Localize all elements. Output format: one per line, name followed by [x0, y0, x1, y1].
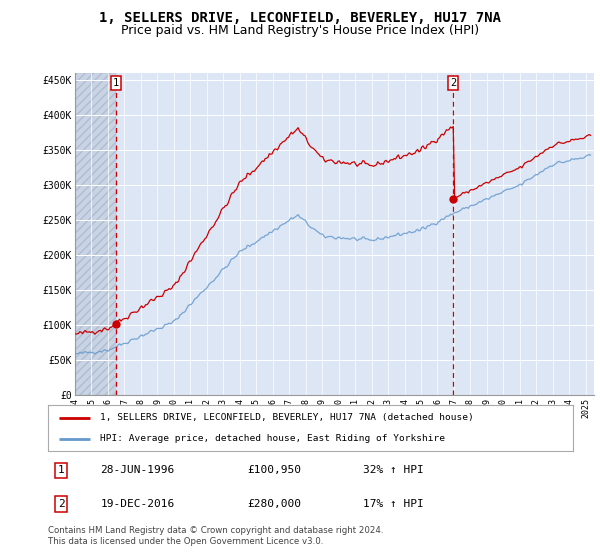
Bar: [75, 73, 116, 395]
Text: Price paid vs. HM Land Registry's House Price Index (HPI): Price paid vs. HM Land Registry's House …: [121, 24, 479, 36]
Text: 1, SELLERS DRIVE, LECONFIELD, BEVERLEY, HU17 7NA: 1, SELLERS DRIVE, LECONFIELD, BEVERLEY, …: [99, 11, 501, 25]
Text: Contains HM Land Registry data © Crown copyright and database right 2024.
This d: Contains HM Land Registry data © Crown c…: [48, 526, 383, 546]
Text: 2: 2: [58, 499, 65, 509]
Text: £100,950: £100,950: [248, 465, 302, 475]
Text: 17% ↑ HPI: 17% ↑ HPI: [363, 499, 424, 509]
Text: 1: 1: [58, 465, 65, 475]
Text: 28-JUN-1996: 28-JUN-1996: [101, 465, 175, 475]
Text: 1, SELLERS DRIVE, LECONFIELD, BEVERLEY, HU17 7NA (detached house): 1, SELLERS DRIVE, LECONFIELD, BEVERLEY, …: [101, 413, 474, 422]
Text: HPI: Average price, detached house, East Riding of Yorkshire: HPI: Average price, detached house, East…: [101, 435, 445, 444]
Text: 19-DEC-2016: 19-DEC-2016: [101, 499, 175, 509]
Text: 2: 2: [450, 78, 457, 87]
Text: 1: 1: [113, 78, 119, 87]
Text: £280,000: £280,000: [248, 499, 302, 509]
Text: 32% ↑ HPI: 32% ↑ HPI: [363, 465, 424, 475]
